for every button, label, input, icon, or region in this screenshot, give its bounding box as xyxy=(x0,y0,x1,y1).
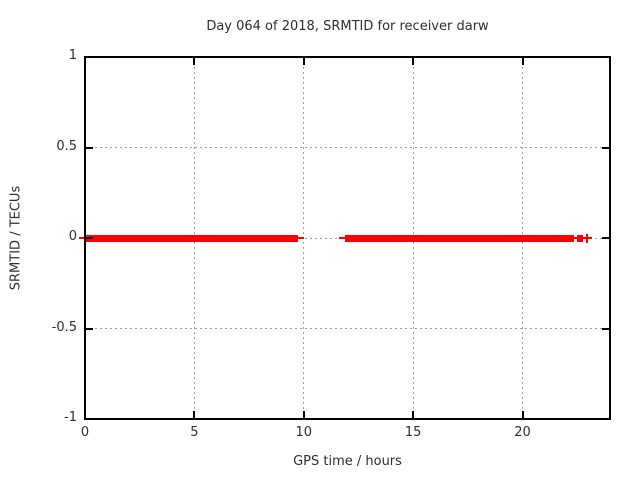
x-tick-mark-bottom xyxy=(193,411,196,418)
x-tick-label: 10 xyxy=(295,425,313,440)
x-tick-mark-bottom xyxy=(521,411,524,418)
horizontal-gridline xyxy=(85,328,610,329)
x-tick-mark-top xyxy=(302,58,305,65)
chart-title: Day 064 of 2018, SRMTID for receiver dar… xyxy=(206,19,489,34)
y-tick-mark-left xyxy=(86,146,93,149)
x-tick-mark-bottom xyxy=(84,411,86,418)
plot-border xyxy=(84,56,611,420)
x-axis-label: GPS time / hours xyxy=(293,454,402,469)
x-tick-mark-top xyxy=(521,58,524,65)
x-tick-mark-top xyxy=(193,58,196,65)
data-segment-arm-left xyxy=(571,237,578,239)
data-segment xyxy=(345,234,574,242)
y-tick-mark-left xyxy=(86,237,93,239)
x-tick-label: 5 xyxy=(190,425,199,440)
y-tick-label: -1 xyxy=(64,410,77,425)
data-point-plus-v xyxy=(586,233,589,243)
y-tick-label: -0.5 xyxy=(51,319,77,335)
y-tick-label: 0 xyxy=(68,229,77,244)
y-tick-mark-right xyxy=(602,418,609,420)
y-tick-mark-right xyxy=(602,146,609,149)
horizontal-gridline xyxy=(85,147,610,148)
data-segment-arm-left xyxy=(79,237,85,239)
x-tick-label: 0 xyxy=(80,425,90,440)
y-tick-mark-left xyxy=(86,56,93,58)
x-tick-mark-top xyxy=(412,58,415,65)
data-segment-arm-left xyxy=(339,237,346,239)
y-tick-mark-right xyxy=(602,237,609,239)
y-tick-label: 0.5 xyxy=(56,138,77,154)
y-tick-label: 1 xyxy=(68,48,77,63)
data-segment xyxy=(85,234,299,242)
x-tick-mark-top xyxy=(84,58,86,65)
y-tick-mark-left xyxy=(86,327,93,330)
y-tick-mark-right xyxy=(602,56,609,58)
x-tick-label: 15 xyxy=(404,425,422,440)
data-segment xyxy=(577,234,583,242)
y-tick-mark-right xyxy=(602,327,609,330)
data-segment-arm-right xyxy=(298,237,305,239)
x-tick-label: 20 xyxy=(514,425,531,440)
x-tick-mark-bottom xyxy=(412,411,415,418)
y-tick-mark-left xyxy=(86,418,93,420)
x-tick-mark-bottom xyxy=(302,411,305,418)
